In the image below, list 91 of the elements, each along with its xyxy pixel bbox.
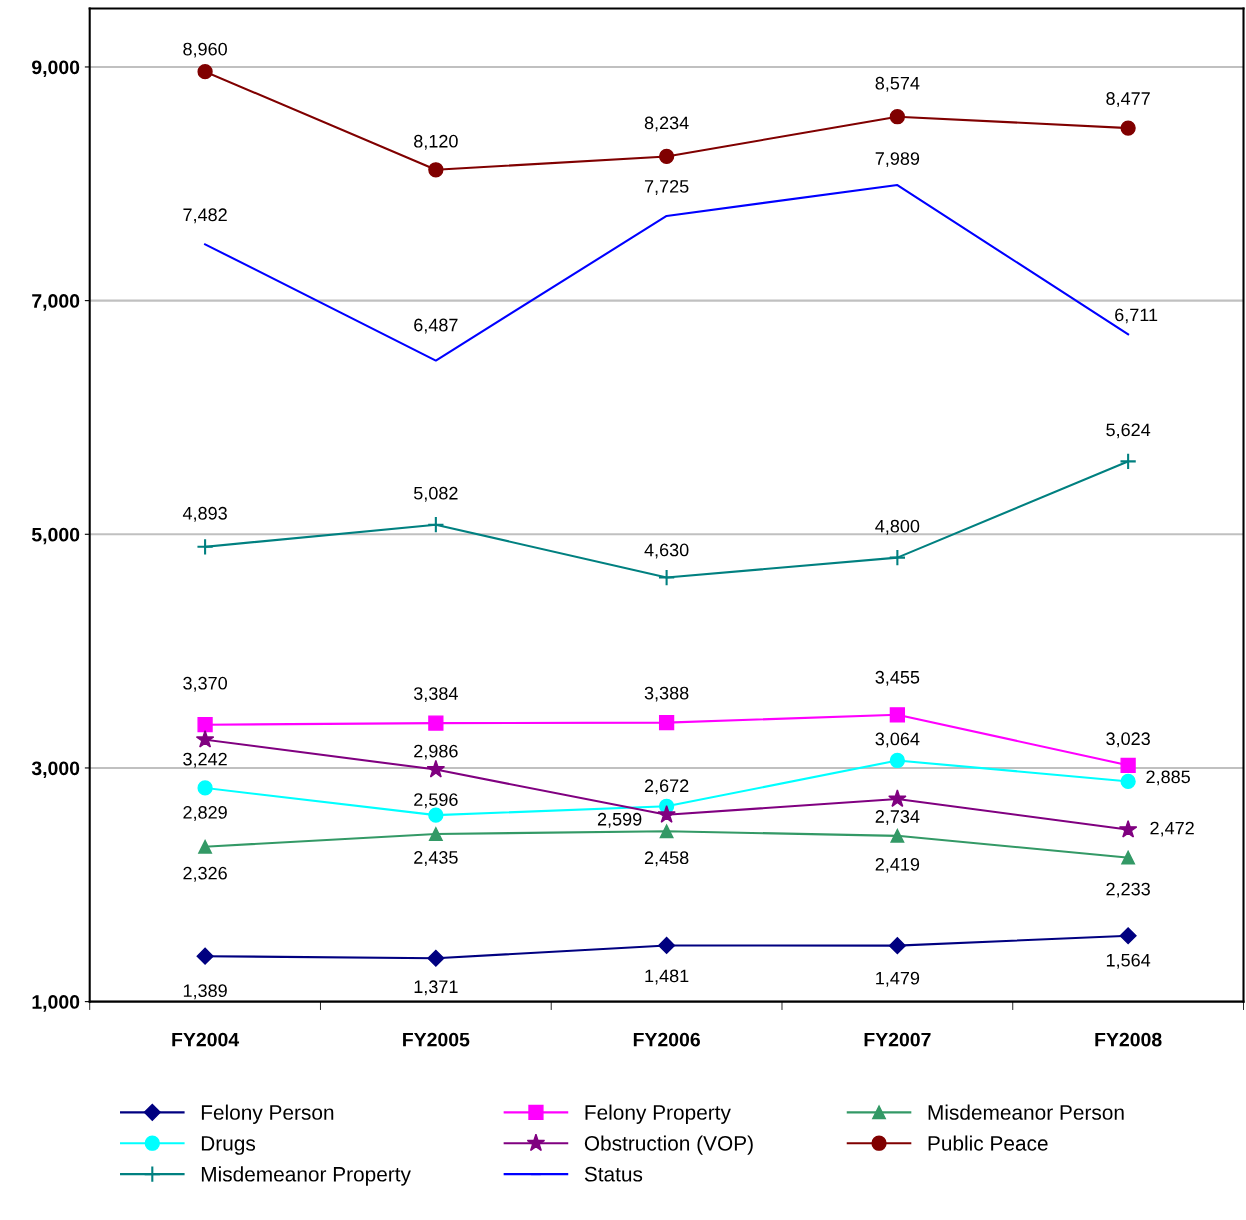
y-tick-label: 5,000 [31, 527, 80, 545]
data-label: 2,885 [1146, 770, 1190, 786]
data-label: 8,574 [875, 76, 920, 92]
point [889, 707, 906, 723]
point [657, 805, 676, 823]
data-label: 8,477 [1106, 92, 1150, 108]
data-label: 7,482 [183, 208, 227, 224]
data-label: 2,233 [1106, 882, 1150, 898]
point [196, 947, 214, 965]
point [428, 827, 443, 841]
y-tick-label: 7,000 [32, 294, 80, 311]
data-label: 4,630 [644, 543, 689, 559]
data-label: 2,435 [414, 851, 458, 866]
data-label: 6,487 [414, 318, 458, 334]
x-tick-label: FY2008 [1095, 1032, 1162, 1047]
point [1119, 452, 1137, 471]
point [197, 63, 213, 80]
data-label: 4,800 [875, 519, 920, 535]
data-label: 2,734 [875, 810, 920, 826]
data-label: 3,370 [183, 676, 227, 692]
data-label: 3,388 [644, 686, 689, 702]
point [658, 714, 675, 731]
point [657, 568, 676, 587]
legend-label: Public Peace [928, 1135, 1048, 1151]
data-label: 7,989 [875, 152, 920, 168]
y-tick-label: 1,000 [32, 995, 80, 1012]
legend-label: Misdemeanor Property [201, 1166, 411, 1186]
legend-label: Status [584, 1166, 643, 1182]
point [659, 824, 674, 839]
point [196, 538, 214, 556]
data-label: 8,234 [644, 116, 689, 132]
data-label: 3,064 [875, 732, 920, 748]
point [1118, 819, 1138, 838]
data-label: 2,599 [597, 812, 642, 828]
data-label: 7,725 [644, 179, 689, 195]
y-tick-label: 3,000 [31, 761, 80, 779]
data-label: 3,242 [183, 752, 227, 768]
data-label: 5,624 [1106, 423, 1151, 439]
data-label: 2,672 [644, 779, 689, 795]
x-tick-label: FY2007 [864, 1032, 931, 1047]
legend-label: Drugs [201, 1136, 256, 1155]
legend-label: Felony Person [201, 1104, 334, 1124]
point [428, 715, 444, 731]
data-label: 1,389 [183, 984, 227, 1000]
data-label: 1,481 [645, 969, 689, 985]
point [427, 516, 445, 534]
data-label: 2,458 [644, 851, 689, 867]
data-label: 1,564 [1106, 953, 1151, 969]
x-tick-label: FY2004 [172, 1032, 240, 1047]
data-label: 3,384 [413, 687, 458, 703]
data-label: 5,082 [413, 486, 458, 502]
data-label: 2,986 [414, 744, 458, 760]
point [197, 717, 213, 733]
point [1120, 120, 1136, 136]
point [658, 148, 675, 165]
point [889, 752, 906, 769]
data-label: 2,472 [1150, 821, 1194, 837]
point [197, 780, 213, 796]
point [1121, 850, 1136, 865]
data-label: 2,829 [183, 805, 227, 821]
data-label: 3,455 [875, 670, 920, 686]
point [427, 949, 445, 967]
point [1119, 927, 1137, 945]
data-label: 2,419 [875, 857, 920, 873]
data-label: 1,479 [876, 971, 920, 987]
point [1120, 757, 1136, 773]
point [426, 759, 446, 778]
x-tick-label: FY2006 [633, 1032, 700, 1047]
data-label: 2,326 [183, 866, 227, 882]
point [658, 936, 676, 954]
point [888, 937, 906, 955]
legend-label: Felony Property [585, 1104, 731, 1124]
point [198, 839, 213, 854]
data-label: 6,711 [1115, 308, 1158, 324]
data-label: 8,120 [414, 134, 458, 150]
data-label: 2,596 [414, 793, 458, 809]
y-tick-label: 9,000 [32, 60, 80, 78]
legend-label: Misdemeanor Person [928, 1104, 1124, 1120]
point [888, 789, 907, 808]
data-label: 8,960 [183, 42, 227, 58]
point [890, 828, 905, 843]
data-label: 3,023 [1106, 732, 1150, 748]
point [1120, 773, 1136, 790]
data-label: 1,371 [414, 980, 458, 996]
x-tick-label: FY2005 [403, 1032, 470, 1047]
point [428, 162, 444, 178]
legend-label: Obstruction (VOP) [584, 1135, 753, 1155]
point [888, 548, 907, 567]
point [195, 729, 215, 748]
data-label: 4,893 [182, 506, 227, 522]
point [889, 109, 906, 125]
